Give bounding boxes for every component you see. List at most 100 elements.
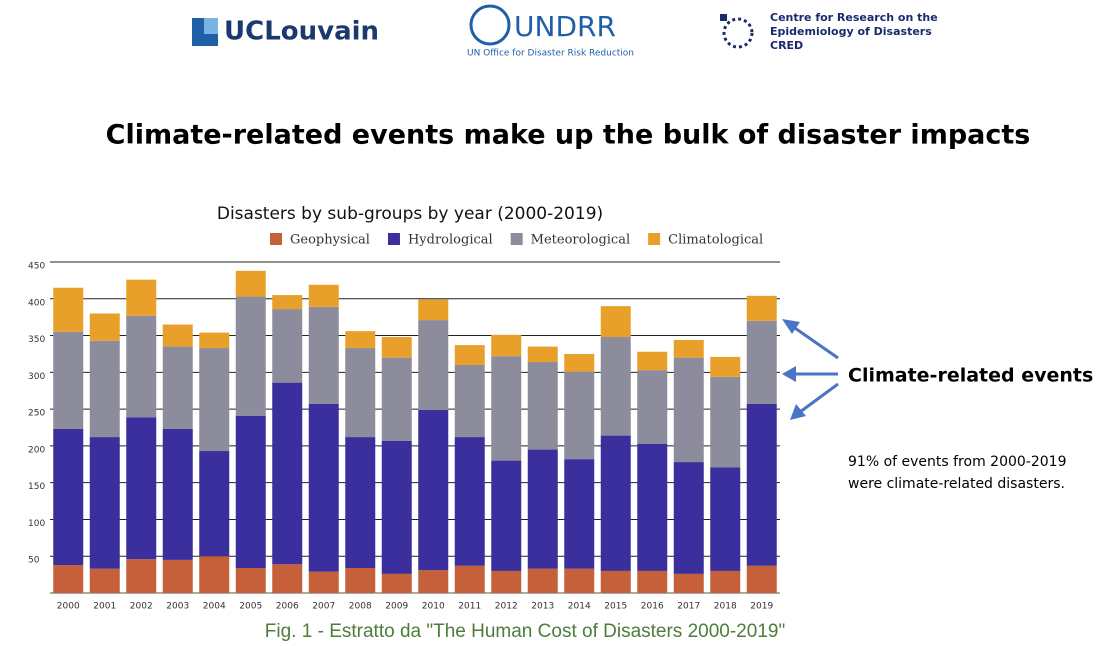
bar-segment — [454, 345, 485, 365]
logo-mark — [720, 14, 727, 21]
x-tick-label: 2015 — [604, 602, 627, 612]
logo-text: Epidemiology of Disasters — [770, 25, 932, 38]
x-tick-label: 2013 — [531, 602, 554, 612]
bar-segment — [53, 287, 84, 332]
logo-subtext: UN Office for Disaster Risk Reduction — [467, 49, 634, 59]
bar-segment — [345, 567, 376, 593]
bar-segment — [746, 295, 777, 321]
bar-segment — [527, 568, 558, 593]
x-tick-label: 2010 — [422, 602, 445, 612]
y-tick-label: 450 — [28, 262, 45, 272]
legend-swatch — [270, 233, 282, 245]
legend-label: Hydrological — [408, 233, 493, 248]
bar-segment — [272, 382, 303, 565]
bar-segment — [308, 306, 339, 404]
bar-segment — [126, 315, 157, 418]
bar-segment — [491, 334, 522, 357]
bar-segment — [199, 451, 230, 557]
logo-mark — [469, 4, 511, 46]
y-tick-label: 300 — [28, 372, 45, 382]
bar-segment — [308, 403, 339, 572]
bar-segment — [637, 351, 668, 371]
bar-segment — [199, 332, 230, 349]
bar-segment — [308, 571, 339, 593]
bar-segment — [673, 462, 704, 574]
bar-segment — [345, 437, 376, 568]
bar-segment — [308, 284, 339, 307]
bar-segment — [126, 279, 157, 316]
bar-segment — [710, 570, 741, 593]
bar-segment — [710, 376, 741, 468]
bar-segment — [418, 409, 449, 571]
x-tick-label: 2006 — [276, 602, 299, 612]
bar-segment — [746, 403, 777, 566]
bar-segment — [600, 337, 631, 436]
logo-text: Centre for Research on the — [770, 11, 938, 24]
note: were climate-related disasters. — [848, 476, 1065, 492]
x-tick-label: 2001 — [93, 602, 116, 612]
bar-segment — [673, 339, 704, 358]
x-tick-label: 2008 — [349, 602, 372, 612]
bar-segment — [272, 295, 303, 310]
x-tick-label: 2000 — [57, 602, 80, 612]
bar-segment — [381, 357, 412, 441]
bar-segment — [53, 331, 84, 429]
y-tick-label: 400 — [28, 298, 45, 308]
logo-text: UNDRR — [514, 10, 616, 43]
note: 91% of events from 2000-2019 — [848, 454, 1066, 470]
bar-segment — [272, 564, 303, 593]
bar-segment — [235, 296, 266, 416]
legend-label: Climatological — [668, 233, 763, 248]
x-tick-label: 2003 — [166, 602, 189, 612]
bar-segment — [637, 443, 668, 571]
bar-segment — [564, 353, 595, 372]
bar-segment — [600, 306, 631, 338]
bar-segment — [199, 556, 230, 593]
logo-mark — [722, 17, 754, 49]
bar-segment — [564, 459, 595, 569]
bar-segment — [527, 449, 558, 569]
bar-segment — [673, 573, 704, 593]
bar-segment — [199, 348, 230, 452]
bar-segment — [418, 570, 449, 593]
x-tick-label: 2016 — [641, 602, 664, 612]
bar-segment — [710, 356, 741, 377]
legend-label: Meteorological — [531, 233, 630, 248]
bar-segment — [381, 440, 412, 574]
x-tick-label: 2007 — [312, 602, 335, 612]
bar-segment — [345, 348, 376, 438]
x-tick-label: 2019 — [750, 602, 773, 612]
x-tick-label: 2012 — [495, 602, 518, 612]
bar-segment — [600, 570, 631, 593]
bar-segment — [126, 559, 157, 593]
x-tick-label: 2002 — [130, 602, 153, 612]
bar-segment — [491, 356, 522, 461]
bar-segment — [235, 567, 266, 593]
x-tick-label: 2017 — [677, 602, 700, 612]
bar-segment — [637, 570, 668, 593]
bar-segment — [527, 362, 558, 450]
x-tick-label: 2005 — [239, 602, 262, 612]
bar-segment — [454, 565, 485, 593]
bar-segment — [491, 460, 522, 571]
bar-segment — [162, 346, 193, 429]
bar-segment — [235, 270, 266, 297]
caption: Fig. 1 - Estratto da "The Human Cost of … — [265, 621, 785, 642]
bar-segment — [53, 565, 84, 593]
x-tick-label: 2004 — [203, 602, 226, 612]
bar-segment — [345, 331, 376, 349]
bar-segment — [454, 364, 485, 438]
logo-text: UCLouvain — [224, 17, 379, 47]
bar-segment — [418, 320, 449, 410]
x-tick-label: 2011 — [458, 602, 481, 612]
bar-segment — [746, 320, 777, 404]
bar-segment — [272, 309, 303, 383]
bar-segment — [564, 371, 595, 460]
bar-segment — [454, 437, 485, 566]
bar-segment — [381, 337, 412, 358]
logo-mark — [204, 18, 218, 34]
y-tick-label: 100 — [28, 519, 45, 529]
bar-segment — [89, 340, 120, 438]
x-tick-label: 2014 — [568, 602, 591, 612]
